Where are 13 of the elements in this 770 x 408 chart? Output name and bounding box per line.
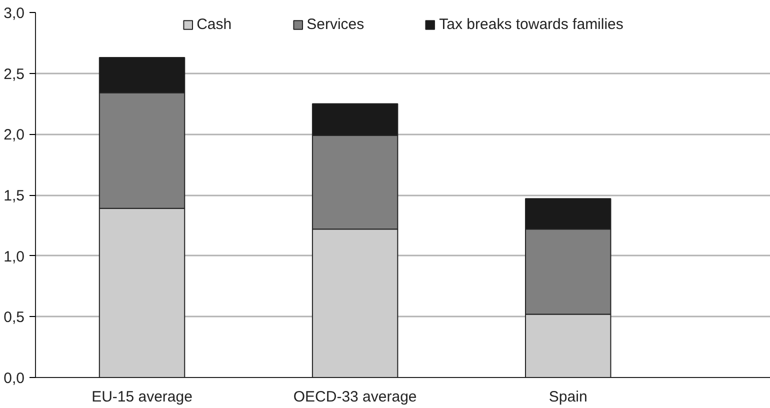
legend-label: Cash — [196, 16, 232, 33]
y-tick-label: 2,0 — [4, 126, 25, 144]
legend-label: Tax breaks towards families — [439, 16, 624, 33]
y-tick-label: 0,5 — [4, 309, 25, 326]
y-tick-label: 2,5 — [4, 66, 25, 83]
y-tick-label: 3,0 — [4, 5, 25, 22]
x-tick-label: Spain — [548, 388, 588, 406]
legend-label: Services — [306, 16, 364, 33]
y-tick-label: 1,5 — [4, 188, 25, 204]
y-tick-label: 0,0 — [4, 370, 25, 387]
x-tick-label: EU-15 average — [92, 388, 192, 406]
y-tick-label: 1,0 — [4, 248, 25, 266]
x-tick-label: OECD-33 average — [293, 388, 417, 406]
